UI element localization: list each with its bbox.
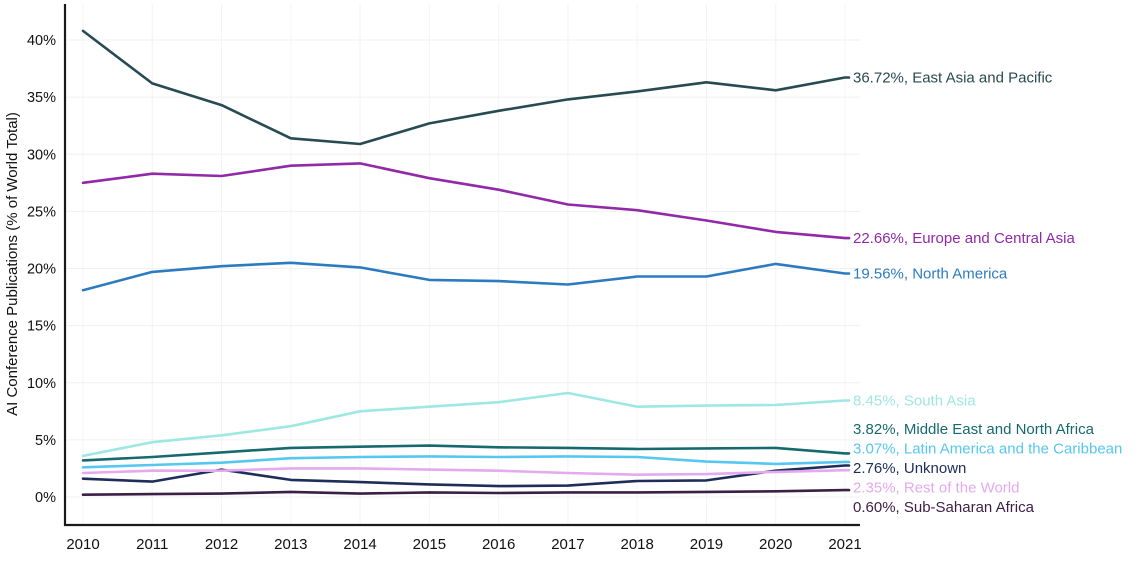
series-end-label-sub-saharan-africa: 0.60%, Sub-Saharan Africa: [853, 499, 1035, 516]
series-end-label-rest-of-the-world: 2.35%, Rest of the World: [853, 480, 1019, 497]
series-line-middle-east-and-north-africa: [81, 444, 851, 462]
x-tick-label: 2019: [690, 536, 723, 553]
series-end-label-middle-east-and-north-africa: 3.82%, Middle East and North Africa: [853, 421, 1095, 438]
x-tick-label: 2014: [343, 536, 376, 553]
series-end-label-east-asia-and-pacific: 36.72%, East Asia and Pacific: [853, 69, 1053, 86]
series-line-east-asia-and-pacific: [81, 29, 851, 146]
y-tick-label: 35%: [27, 90, 56, 106]
x-tick-label: 2021: [828, 536, 861, 553]
y-tick-label: 5%: [35, 433, 56, 449]
series-end-label-europe-and-central-asia: 22.66%, Europe and Central Asia: [853, 230, 1075, 247]
y-tick-label: 0%: [35, 490, 56, 506]
x-tick-label: 2018: [620, 536, 653, 553]
series-line-north-america: [81, 261, 851, 292]
series-end-label-latin-america-and-the-caribbean: 3.07%, Latin America and the Caribbean: [853, 441, 1122, 458]
series-end-label-unknown: 2.76%, Unknown: [853, 460, 966, 477]
y-tick-label: 10%: [27, 376, 56, 392]
series-end-label-south-asia: 8.45%, South Asia: [853, 392, 976, 409]
axis-lines: [63, 4, 860, 527]
series-line-rest-of-the-world: [81, 467, 851, 477]
x-tick-label: 2015: [413, 536, 446, 553]
series-line-sub-saharan-africa: [81, 488, 851, 497]
series-line-latin-america-and-the-caribbean: [81, 455, 851, 469]
x-tick-label: 2017: [551, 536, 584, 553]
x-tick-label: 2011: [136, 536, 168, 553]
series-end-label-north-america: 19.56%, North America: [853, 266, 1008, 283]
y-tick-label: 25%: [27, 204, 56, 220]
series-line-europe-and-central-asia: [81, 162, 851, 240]
x-tick-label: 2020: [759, 536, 792, 553]
x-tick-label: 2013: [274, 536, 307, 553]
y-tick-label: 20%: [27, 262, 56, 278]
y-tick-label: 15%: [27, 319, 56, 335]
series-line-unknown: [81, 464, 851, 488]
y-axis-title: AI Conference Publications (% of World T…: [4, 112, 21, 416]
series-line-south-asia: [81, 391, 851, 458]
y-tick-label: 40%: [27, 33, 56, 49]
x-tick-label: 2016: [482, 536, 515, 553]
x-tick-label: 2010: [66, 536, 99, 553]
y-tick-label: 30%: [27, 147, 56, 163]
x-tick-label: 2012: [205, 536, 238, 553]
